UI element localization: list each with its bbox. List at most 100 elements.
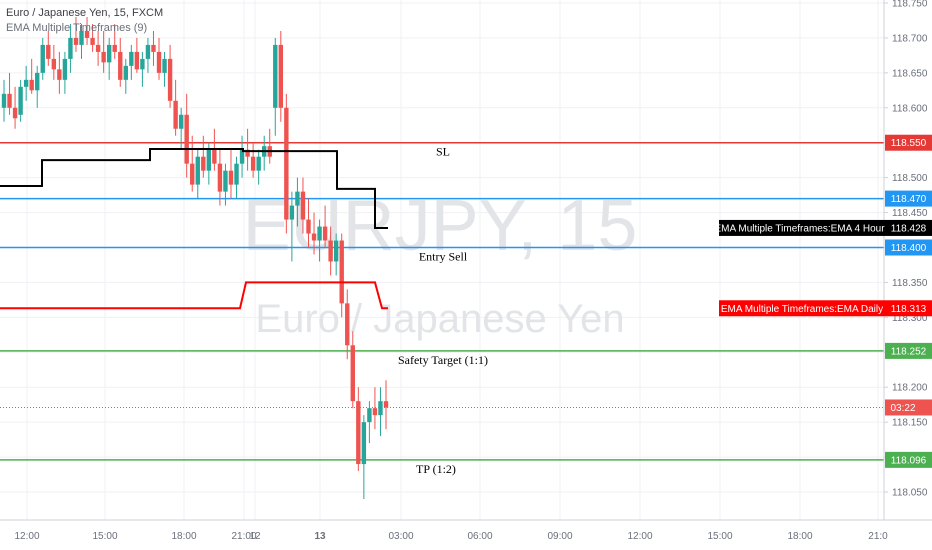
candle-body bbox=[112, 44, 117, 52]
symbol-title: Euro / Japanese Yen, 15, FXCM bbox=[6, 7, 164, 19]
candle-body bbox=[284, 107, 289, 220]
ema-4h-value: 118.428 bbox=[891, 223, 927, 234]
tp-tag bbox=[885, 451, 932, 468]
candle-body bbox=[195, 156, 200, 185]
candle-body bbox=[134, 51, 140, 70]
y-tick-label: 118.350 bbox=[892, 278, 928, 289]
candle-body bbox=[250, 156, 256, 171]
candle-body bbox=[311, 233, 317, 241]
candle-body bbox=[145, 44, 151, 59]
candle-body bbox=[101, 51, 106, 63]
price-levels bbox=[0, 141, 884, 461]
SL-tag-text: 118.550 bbox=[891, 138, 927, 149]
ema-daily-value: 118.313 bbox=[891, 304, 927, 315]
candle-body bbox=[212, 149, 217, 164]
ema-daily-line bbox=[0, 281, 388, 310]
candle-body bbox=[289, 205, 295, 220]
candle-body bbox=[378, 401, 383, 416]
y-tick-label: 118.450 bbox=[892, 208, 928, 219]
candle-body bbox=[68, 37, 73, 59]
level-annotations: SL Entry Sell Safety Target (1:1) TP (1:2) bbox=[398, 145, 488, 476]
candle-body bbox=[239, 149, 245, 164]
x-tick-label: 06:00 bbox=[467, 531, 492, 542]
candle-body bbox=[84, 30, 90, 38]
safety-target-tag-text: 118.252 bbox=[891, 346, 927, 357]
safety-target-tag bbox=[885, 342, 932, 359]
candle-body bbox=[333, 240, 339, 262]
candle-body bbox=[118, 51, 123, 80]
candle-body bbox=[51, 58, 57, 70]
candle-body bbox=[350, 345, 355, 402]
candle-body bbox=[372, 408, 378, 416]
countdown-tag bbox=[885, 399, 932, 416]
candle-body bbox=[79, 30, 84, 45]
candle-body bbox=[184, 114, 189, 164]
candle-body bbox=[306, 219, 311, 234]
candle-body bbox=[140, 58, 145, 70]
candle-body bbox=[178, 114, 184, 129]
blue-upper-tag-text: 118.470 bbox=[891, 194, 927, 205]
candle-body bbox=[162, 58, 167, 73]
safety-target-annotation: Safety Target (1:1) bbox=[398, 353, 488, 367]
entry-sell-tag-text: 118.400 bbox=[891, 243, 927, 254]
blue-upper-tag bbox=[885, 190, 932, 207]
candle-body bbox=[256, 156, 261, 171]
y-tick-label: 118.300 bbox=[892, 313, 928, 324]
candle-body bbox=[223, 170, 228, 192]
x-tick-label: 18:00 bbox=[787, 531, 812, 542]
indicator-legend[interactable]: EMA Multiple Timeframes (9) bbox=[6, 22, 148, 34]
candle-body bbox=[228, 170, 234, 185]
entry-sell-annotation: Entry Sell bbox=[419, 250, 468, 264]
price-axis[interactable]: 118.750 118.700 118.650 118.600 118.550 118.5… bbox=[883, 0, 932, 520]
candles bbox=[1, 16, 389, 499]
y-tick-label: 118.200 bbox=[892, 383, 928, 394]
chart-header: Euro / Japanese Yen, 15, FXCM EMA Multip… bbox=[6, 6, 163, 36]
candle-body bbox=[62, 58, 68, 80]
candle-body bbox=[35, 72, 40, 91]
ema-daily-label-box bbox=[719, 300, 885, 317]
candle-body bbox=[234, 163, 239, 185]
candle-body bbox=[206, 149, 212, 171]
ema-4h-value-box bbox=[885, 219, 932, 236]
candle-body bbox=[345, 303, 350, 346]
candle-body bbox=[367, 408, 372, 423]
candle-body bbox=[361, 422, 367, 465]
candle-body bbox=[46, 44, 51, 59]
candle-body bbox=[278, 44, 284, 108]
candle-body bbox=[300, 191, 306, 220]
candle-body bbox=[12, 107, 18, 119]
entry-sell-tag bbox=[885, 239, 932, 256]
candle-body bbox=[151, 44, 156, 52]
x-tick-label: 12:00 bbox=[14, 531, 39, 542]
ema-daily-value-box bbox=[885, 300, 932, 317]
watermark-name: Euro / Japanese Yen bbox=[255, 297, 624, 341]
y-tick-label: 118.700 bbox=[892, 33, 928, 44]
SL-tag bbox=[885, 134, 932, 151]
countdown-text: 03:22 bbox=[890, 403, 915, 414]
candle-body bbox=[1, 93, 7, 108]
x-tick-label: 21:00 bbox=[231, 531, 256, 542]
candle-body bbox=[40, 44, 45, 73]
x-tick-label: 15:00 bbox=[707, 531, 732, 542]
axis-tags: 118.550 118.470 118.400 118.252 118.096 EMA M… bbox=[714, 134, 932, 468]
candle-body bbox=[29, 79, 34, 91]
candle-body bbox=[73, 37, 79, 45]
y-tick-label: 118.650 bbox=[892, 68, 928, 79]
y-tick-label: 118.150 bbox=[892, 418, 928, 429]
ema-lines bbox=[0, 148, 388, 310]
candle-body bbox=[245, 149, 250, 157]
ema-4h-line bbox=[0, 148, 388, 229]
x-tick-label: 18:00 bbox=[171, 531, 196, 542]
candle-body bbox=[173, 100, 178, 129]
candle-body bbox=[322, 226, 328, 241]
candle-body bbox=[167, 58, 173, 101]
y-tick-label: 118.750 bbox=[892, 0, 928, 10]
SL-annotation: SL bbox=[436, 145, 450, 159]
x-tick-label: 13 bbox=[314, 531, 326, 542]
tp-tag-text: 118.096 bbox=[891, 455, 927, 466]
candle-body bbox=[123, 65, 128, 80]
x-tick-label: 12:00 bbox=[627, 531, 652, 542]
tp-annotation: TP (1:2) bbox=[416, 462, 456, 476]
